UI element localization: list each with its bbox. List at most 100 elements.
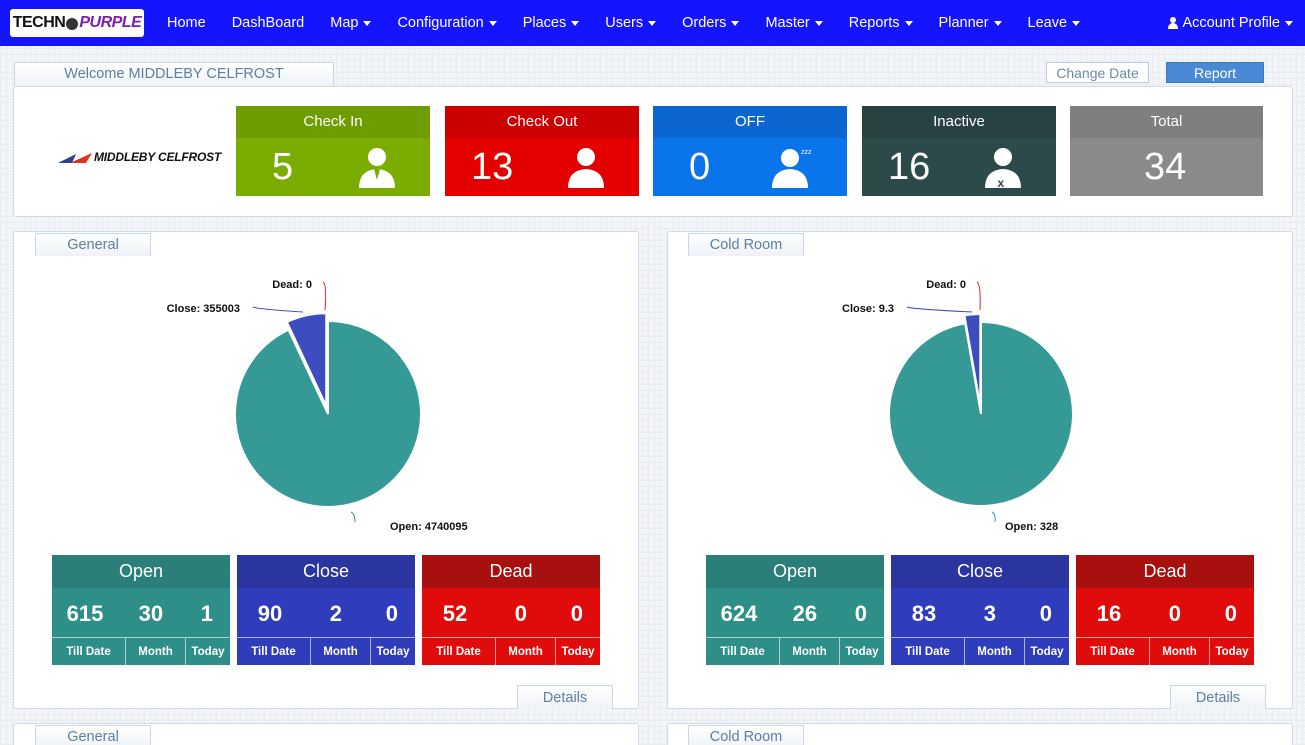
nav-planner[interactable]: Planner [926,15,1015,31]
today-label: Today [1030,646,1064,658]
total-count: 34 [1144,146,1187,188]
check-out-card[interactable]: Check Out 13 [445,106,639,196]
inactive-card[interactable]: Inactive 16 x [862,106,1056,196]
inactive-count: 16 [888,146,931,188]
user-icon [359,148,395,188]
close-label-line [906,306,973,313]
company-logo: MIDDLEBY CELFROST [58,150,221,164]
total-label: Total [1070,106,1263,138]
cold-room-tab-2[interactable]: Cold Room [688,725,804,745]
report-button[interactable]: Report [1166,62,1264,83]
check-in-card[interactable]: Check In 5 [236,106,430,196]
technopurple-logo[interactable]: TECHN PURPLE [10,9,144,37]
chevron-down-icon [488,20,497,26]
general-details-button[interactable]: Details [517,685,613,709]
open-data-label: Open: 328 [1005,521,1058,533]
close-today-value: 0 [1039,601,1053,626]
month-label: Month [496,638,556,665]
inactive-label: Inactive [862,106,1056,138]
general-close-box: Close 90 2 0 Till Date Month Today [237,555,415,665]
open-data-label: Open: 4740095 [390,521,468,533]
sleeping-user-icon: zzz [772,149,812,188]
month-label: Month [1150,638,1210,665]
dead-title: Dead [1076,555,1254,588]
cold-room-panel-2 [667,723,1293,745]
close-month-value: 3 [983,601,996,626]
check-out-label: Check Out [445,106,639,138]
month-label: Month [965,638,1025,665]
user-icon [1168,17,1179,29]
chevron-down-icon [731,20,740,26]
check-out-count: 13 [471,146,514,188]
cold-room-details-button[interactable]: Details [1170,685,1266,709]
nav-map[interactable]: Map [317,15,384,31]
logo-globe-icon [66,18,79,30]
nav-configuration[interactable]: Configuration [384,15,509,31]
till-date-label: Till Date [891,638,965,665]
account-profile-menu[interactable]: Account Profile [1168,0,1293,46]
cold-room-open-box: Open 624 26 0 Till Date Month Today [706,555,884,665]
nav-reports[interactable]: Reports [836,15,926,31]
close-month-value: 2 [329,601,342,626]
dead-data-label: Dead: 0 [272,279,312,291]
dead-till-date-value: 16 [1096,601,1122,626]
change-date-button[interactable]: Change Date [1046,62,1149,83]
check-in-label: Check In [236,106,430,138]
top-navbar: TECHN PURPLE Home DashBoard Map Configura… [0,0,1305,46]
dead-till-date-value: 52 [442,601,468,626]
svg-text:x: x [998,176,1005,190]
nav-leave[interactable]: Leave [1015,15,1094,31]
today-label: Today [561,646,595,658]
dead-month-value: 0 [1168,601,1181,626]
cold-room-close-box: Close 83 3 0 Till Date Month Today [891,555,1069,665]
off-count: 0 [689,146,711,188]
month-label: Month [780,638,840,665]
open-slice[interactable] [234,319,422,508]
user-cross-icon: x [985,148,1021,190]
open-slice[interactable] [888,320,1074,507]
today-label: Today [845,646,879,658]
general-tab-2[interactable]: General [35,725,151,745]
till-date-label: Till Date [422,638,496,665]
open-today-value: 1 [200,601,214,626]
month-label: Month [311,638,371,665]
svg-text:zzz: zzz [801,149,812,156]
dead-today-value: 0 [570,601,584,626]
chevron-down-icon [814,20,823,26]
till-date-label: Till Date [237,638,311,665]
main-menu: Home DashBoard Map Configuration Places … [154,0,1093,46]
today-label: Today [376,646,410,658]
chevron-down-icon [363,20,372,26]
welcome-tab: Welcome MIDDLEBY CELFROST [14,62,334,86]
off-label: OFF [653,106,847,138]
total-card[interactable]: Total 34 [1070,106,1263,196]
close-title: Close [891,555,1069,588]
company-swoosh-icon [58,152,92,163]
chevron-down-icon [904,20,913,26]
logo-text-part2: PURPLE [79,14,142,31]
check-in-count: 5 [272,146,294,188]
close-slice[interactable] [285,312,328,407]
open-label-line [350,511,356,523]
off-card[interactable]: OFF 0 zzz [653,106,847,196]
cold-room-tab[interactable]: Cold Room [688,233,804,256]
close-data-label: Close: 9.3 [842,303,894,315]
dead-label-line [976,281,981,311]
account-profile-label: Account Profile [1182,15,1280,31]
nav-dashboard[interactable]: DashBoard [231,15,305,31]
chevron-down-icon [571,20,580,26]
open-till-date-value: 615 [66,601,104,626]
till-date-label: Till Date [1076,638,1150,665]
cold-room-dead-box: Dead 16 0 0 Till Date Month Today [1076,555,1254,665]
today-label: Today [1215,646,1249,658]
nav-places[interactable]: Places [510,15,593,31]
nav-users[interactable]: Users [592,15,669,31]
nav-orders[interactable]: Orders [669,15,752,31]
nav-master[interactable]: Master [752,15,835,31]
general-tab[interactable]: General [35,233,151,256]
general-open-box: Open 615 30 1 Till Date Month Today [52,555,230,665]
open-till-date-value: 624 [720,601,758,626]
chevron-down-icon [1285,20,1293,26]
nav-home[interactable]: Home [167,15,206,31]
open-month-value: 26 [792,601,818,626]
